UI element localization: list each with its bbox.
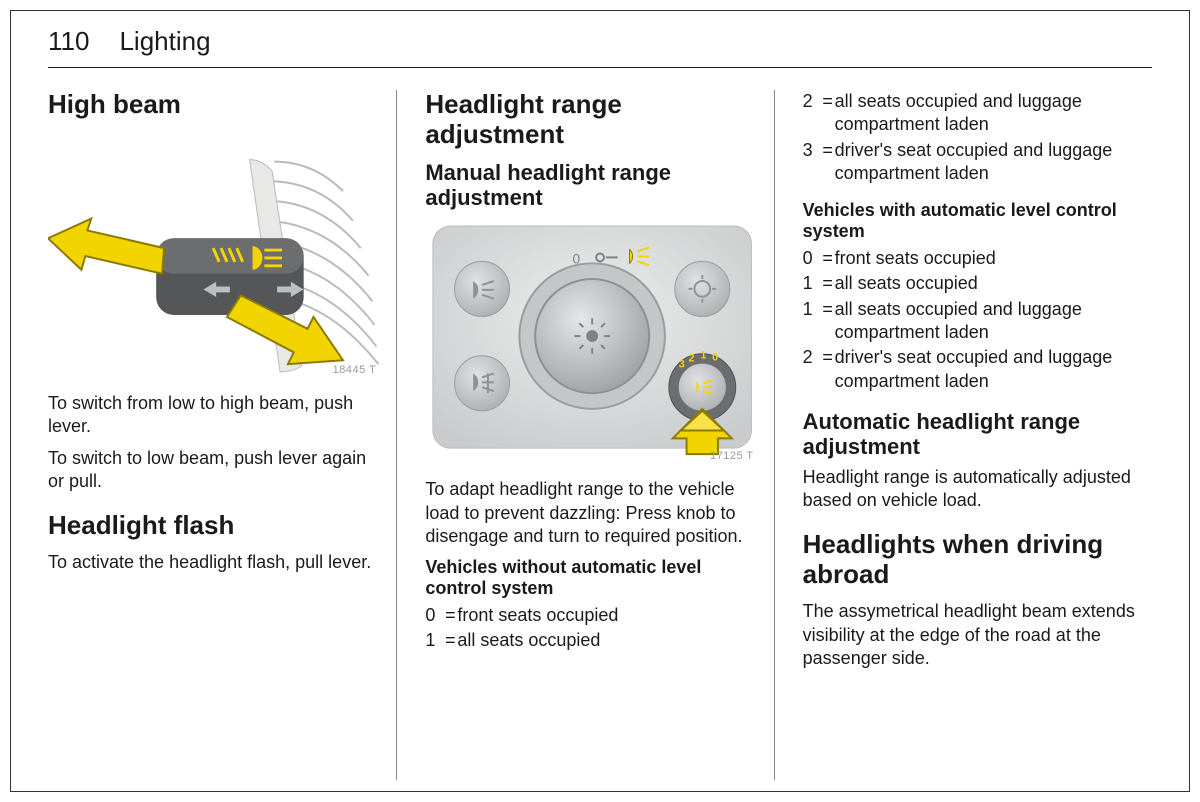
- figure-label: 18445 T: [333, 364, 377, 376]
- def-eq: =: [821, 346, 835, 393]
- paragraph: Headlight range is automatically adjuste…: [803, 466, 1152, 513]
- definition-row: 1=all seats occupied: [803, 272, 1152, 295]
- svg-text:1: 1: [701, 350, 707, 362]
- def-key: 0: [425, 604, 443, 627]
- def-key: 2: [803, 346, 821, 393]
- column-2: Headlight range adjustment Manual headli…: [425, 90, 774, 780]
- definition-row: 1=all seats occupied and luggage compart…: [803, 298, 1152, 345]
- def-key: 1: [803, 298, 821, 345]
- heading-range-adjust: Headlight range adjustment: [425, 90, 759, 150]
- paragraph: To adapt headlight range to the vehicle …: [425, 478, 759, 548]
- def-value: front seats occupied: [457, 604, 759, 627]
- column-3: 2=all seats occupied and luggage compart…: [803, 90, 1152, 780]
- heading-headlight-flash: Headlight flash: [48, 511, 382, 541]
- def-value: driver's seat occupied and luggage compa…: [835, 346, 1152, 393]
- figure-high-beam: 18445 T: [48, 130, 382, 380]
- page-header: 110 Lighting: [48, 26, 1152, 68]
- high-beam-illustration: [48, 130, 382, 380]
- definition-list: 2=all seats occupied and luggage compart…: [803, 90, 1152, 186]
- def-value: driver's seat occupied and luggage compa…: [835, 139, 1152, 186]
- paragraph: To switch from low to high beam, push le…: [48, 392, 382, 439]
- svg-text:0: 0: [573, 252, 581, 267]
- paragraph: To activate the headlight flash, pull le…: [48, 551, 382, 574]
- subheading-manual-range: Manual headlight range adjustment: [425, 160, 759, 211]
- definition-row: 0=front seats occupied: [803, 247, 1152, 270]
- definition-list: 0=front seats occupied1=all seats occupi…: [803, 247, 1152, 393]
- def-key: 2: [803, 90, 821, 137]
- def-key: 1: [425, 629, 443, 652]
- range-dial-illustration: 0 3210: [425, 216, 759, 466]
- def-eq: =: [821, 247, 835, 270]
- svg-text:0: 0: [712, 352, 718, 364]
- heading-high-beam: High beam: [48, 90, 382, 120]
- def-eq: =: [443, 629, 457, 652]
- def-value: front seats occupied: [835, 247, 1152, 270]
- subheading-without-auto: Vehicles without automatic level control…: [425, 557, 759, 600]
- definition-row: 2=all seats occupied and luggage compart…: [803, 90, 1152, 137]
- def-key: 0: [803, 247, 821, 270]
- subheading-auto-range: Automatic headlight range adjustment: [803, 409, 1152, 460]
- figure-label: 17125 T: [710, 450, 754, 462]
- definition-row: 2=driver's seat occupied and luggage com…: [803, 346, 1152, 393]
- def-eq: =: [821, 90, 835, 137]
- def-value: all seats occupied: [457, 629, 759, 652]
- content-columns: High beam: [48, 90, 1152, 780]
- def-eq: =: [821, 298, 835, 345]
- def-key: 3: [803, 139, 821, 186]
- paragraph: To switch to low beam, push lever again …: [48, 447, 382, 494]
- def-value: all seats occupied and luggage compartme…: [835, 298, 1152, 345]
- paragraph: The assymetrical headlight beam extends …: [803, 600, 1152, 670]
- definition-row: 3=driver's seat occupied and luggage com…: [803, 139, 1152, 186]
- def-eq: =: [821, 272, 835, 295]
- def-key: 1: [803, 272, 821, 295]
- definition-row: 1=all seats occupied: [425, 629, 759, 652]
- svg-text:3: 3: [679, 359, 685, 371]
- definition-row: 0=front seats occupied: [425, 604, 759, 627]
- svg-text:2: 2: [689, 353, 695, 365]
- heading-driving-abroad: Headlights when driving abroad: [803, 530, 1152, 590]
- def-value: all seats occupied: [835, 272, 1152, 295]
- figure-range-dial: 0 3210: [425, 216, 759, 466]
- column-1: High beam: [48, 90, 397, 780]
- def-eq: =: [821, 139, 835, 186]
- definition-list: 0=front seats occupied1=all seats occupi…: [425, 604, 759, 653]
- def-value: all seats occupied and luggage compartme…: [835, 90, 1152, 137]
- chapter-title: Lighting: [119, 26, 210, 57]
- subheading-with-auto: Vehicles with automatic level control sy…: [803, 200, 1152, 243]
- page-number: 110: [48, 26, 89, 57]
- def-eq: =: [443, 604, 457, 627]
